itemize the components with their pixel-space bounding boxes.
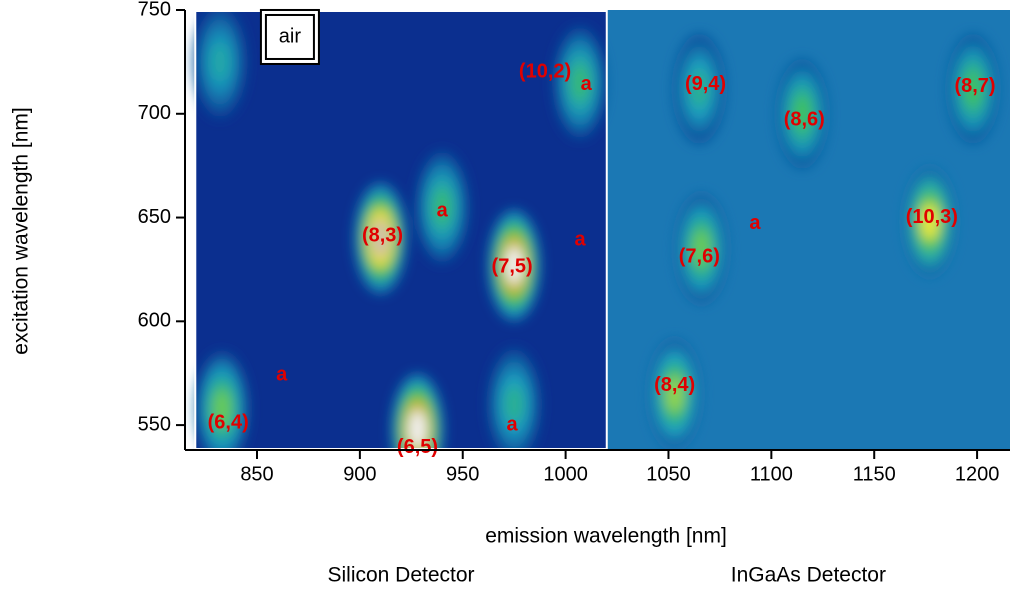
x-axis-title: emission wavelength [nm] <box>485 525 727 548</box>
x-tick-label: 850 <box>240 463 273 485</box>
detector-label: InGaAs Detector <box>731 564 886 587</box>
peak <box>505 385 524 424</box>
peak-label: (6,4) <box>208 411 249 433</box>
x-tick-label: 1050 <box>646 463 691 485</box>
y-tick-label: 550 <box>138 413 171 435</box>
peak-label: (10,3) <box>906 206 958 228</box>
x-tick-label: 1150 <box>853 463 896 485</box>
peak <box>408 410 427 448</box>
peak <box>665 375 684 413</box>
peak <box>571 63 589 102</box>
plot-area <box>193 10 1010 450</box>
peak <box>690 70 709 108</box>
peak-label: a <box>581 73 593 95</box>
peak-label: (8,6) <box>784 108 825 130</box>
peak <box>920 202 939 241</box>
peaks <box>193 10 999 450</box>
peak-label: (6,5) <box>397 436 438 458</box>
peak <box>793 95 812 133</box>
peak-label: a <box>507 413 519 435</box>
peak-label: a <box>276 364 288 386</box>
peak <box>505 246 524 284</box>
peak-label: a <box>749 212 761 234</box>
peak-label: a <box>437 200 449 222</box>
peak <box>433 188 452 226</box>
peak <box>692 229 711 268</box>
peak-label: a <box>574 229 586 251</box>
detector-label: Silicon Detector <box>327 564 474 587</box>
peak <box>213 389 231 428</box>
peak <box>211 43 229 81</box>
peak-label: (8,3) <box>362 225 403 247</box>
peak-label: (9,4) <box>685 73 726 95</box>
peak-label: (10,2) <box>519 61 571 83</box>
y-axis-title: excitation wavelength [nm] <box>10 107 33 354</box>
peak <box>964 70 982 108</box>
peak <box>371 219 390 258</box>
peak-label: (7,6) <box>679 245 720 267</box>
inset-label: air <box>279 25 302 47</box>
x-tick-label: 1100 <box>750 463 793 485</box>
y-tick-label: 700 <box>138 102 171 124</box>
inset-frame-inner <box>264 13 315 60</box>
peak-label: (8,4) <box>654 374 695 396</box>
y-tick-label: 600 <box>138 310 171 332</box>
x-tick-label: 900 <box>343 463 376 485</box>
x-tick-label: 1200 <box>955 463 1000 485</box>
x-tick-label: 950 <box>446 463 479 485</box>
peak-label: (7,5) <box>492 256 533 278</box>
y-tick-label: 750 <box>138 0 171 20</box>
y-tick-label: 650 <box>138 206 171 228</box>
x-tick-label: 1000 <box>543 463 588 485</box>
peak-label: (8,7) <box>954 75 995 97</box>
